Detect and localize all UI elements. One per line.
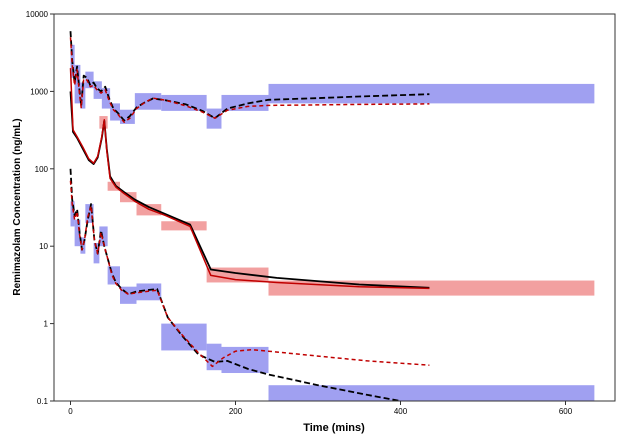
y-axis: 0.1 1 10 100 1000 10000	[26, 10, 54, 406]
y-tick-label-2: 10	[39, 242, 48, 251]
interval-lower-4	[93, 242, 100, 264]
line-median-predicted	[69, 68, 430, 290]
interval-median-6	[268, 280, 595, 296]
y-tick-label-4: 1000	[30, 87, 48, 96]
x-tick-label-1: 200	[229, 407, 243, 416]
interval-upper-7	[120, 109, 135, 124]
interval-upper-12	[268, 83, 595, 104]
interval-lower-7	[120, 286, 137, 304]
interval-median-1	[107, 181, 120, 191]
line-upper-observed	[69, 31, 430, 122]
interval-upper-9	[161, 94, 207, 111]
interval-upper-4	[93, 81, 102, 99]
interval-lower-5	[99, 226, 108, 247]
interval-upper-10	[206, 108, 222, 129]
y-axis-title: Remimazolam Concentration (ng/mL)	[12, 118, 23, 295]
x-axis-title: Time (mins)	[303, 422, 365, 434]
x-tick-label-0: 0	[68, 407, 73, 416]
concentration-lines	[69, 31, 430, 402]
x-tick-label-2: 400	[394, 407, 408, 416]
interval-median-4	[161, 221, 207, 231]
line-lower-predicted	[69, 180, 430, 368]
interval-upper-5	[101, 88, 111, 109]
x-axis: 0 200 400 600	[68, 401, 573, 416]
y-tick-label-0: 0.1	[37, 397, 49, 406]
plot-frame	[53, 13, 616, 402]
interval-lower-12	[268, 385, 595, 401]
interval-lower-2	[80, 237, 86, 254]
interval-lower-1	[74, 219, 81, 247]
y-tick-label-5: 10000	[26, 10, 49, 19]
y-tick-label-1: 1	[44, 320, 49, 329]
interval-lower-0	[70, 201, 75, 227]
interval-upper-11	[221, 94, 269, 111]
interval-upper-3	[85, 71, 94, 89]
interval-lower-10	[206, 343, 222, 371]
line-upper-predicted	[69, 37, 430, 123]
interval-upper-1	[74, 64, 81, 104]
x-tick-label-3: 600	[559, 407, 573, 416]
y-tick-label-3: 100	[35, 165, 49, 174]
